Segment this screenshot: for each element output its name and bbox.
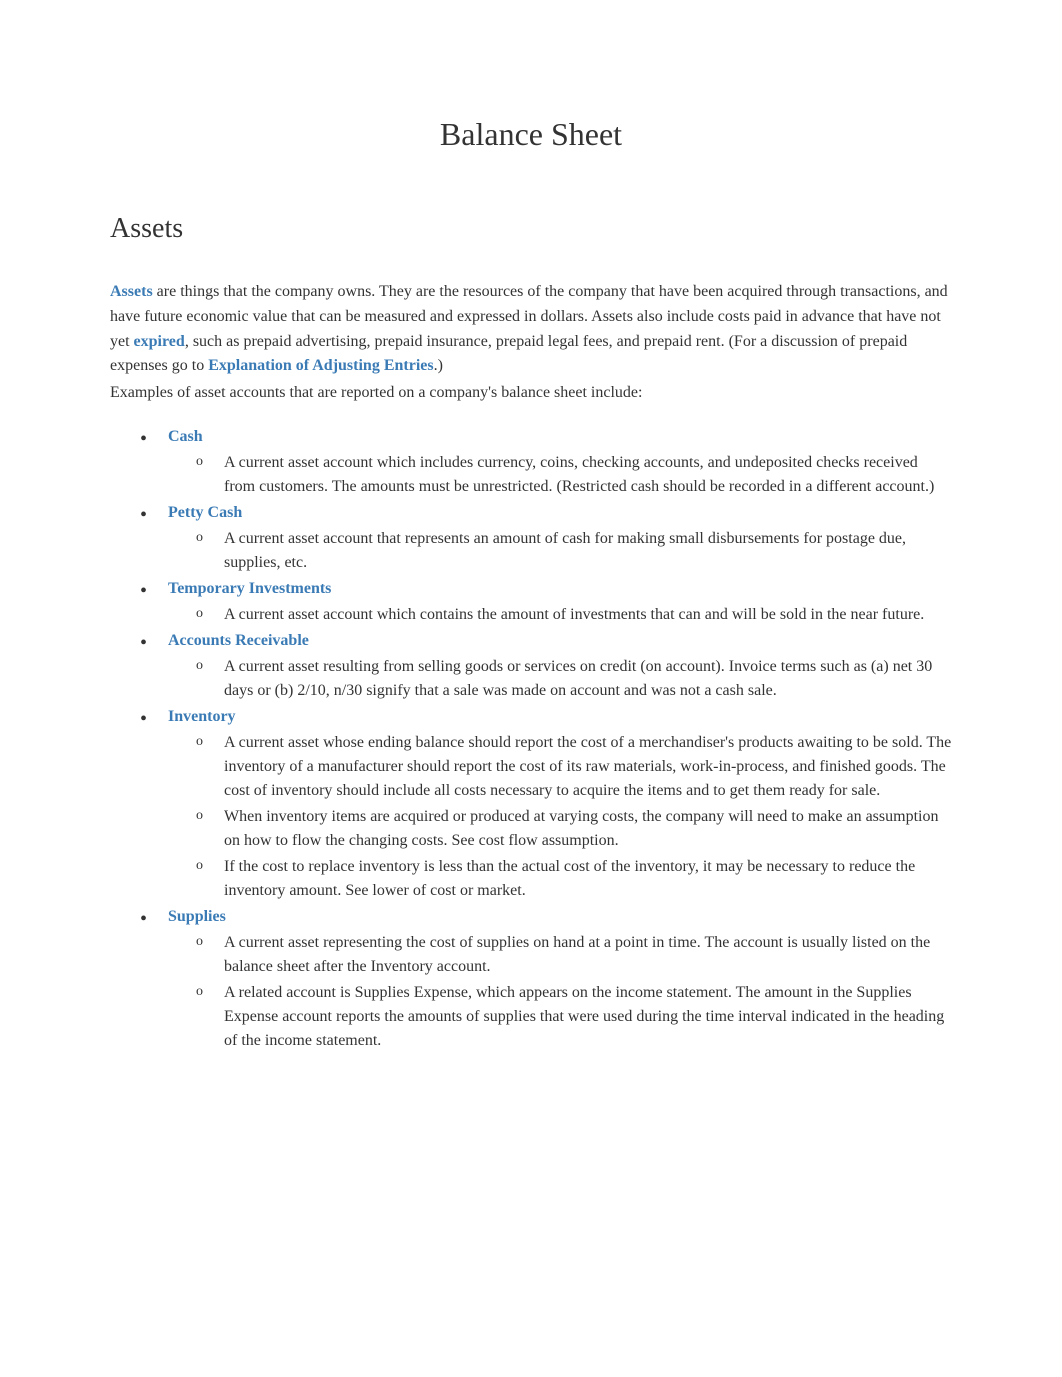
intro-paragraph: Assets are things that the company owns.… bbox=[110, 280, 952, 379]
list-item: Supplies A current asset representing th… bbox=[140, 905, 952, 1053]
sub-list: A current asset account that represents … bbox=[168, 527, 952, 575]
link-accounts-receivable[interactable]: Accounts Receivable bbox=[168, 629, 309, 653]
link-adjusting-entries[interactable]: Explanation of Adjusting Entries bbox=[208, 357, 433, 374]
description-item: A current asset whose ending balance sho… bbox=[196, 731, 952, 803]
link-assets[interactable]: Assets bbox=[110, 283, 153, 300]
link-temporary-investments[interactable]: Temporary Investments bbox=[168, 577, 331, 601]
link-petty-cash[interactable]: Petty Cash bbox=[168, 501, 242, 525]
list-item: Cash A current asset account which inclu… bbox=[140, 425, 952, 499]
sub-list: A current asset account which includes c… bbox=[168, 451, 952, 499]
link-expired[interactable]: expired bbox=[134, 333, 185, 350]
link-inventory[interactable]: Inventory bbox=[168, 705, 236, 729]
asset-list: Cash A current asset account which inclu… bbox=[110, 425, 952, 1053]
sub-list: A current asset whose ending balance sho… bbox=[168, 731, 952, 903]
description-item: A current asset representing the cost of… bbox=[196, 931, 952, 979]
link-supplies[interactable]: Supplies bbox=[168, 905, 226, 929]
examples-intro: Examples of asset accounts that are repo… bbox=[110, 381, 952, 405]
intro-text-3: .) bbox=[434, 357, 443, 374]
description-item: When inventory items are acquired or pro… bbox=[196, 805, 952, 853]
list-item: Accounts Receivable A current asset resu… bbox=[140, 629, 952, 703]
description-item: A current asset account which includes c… bbox=[196, 451, 952, 499]
section-heading-assets: Assets bbox=[110, 208, 952, 250]
description-item: If the cost to replace inventory is less… bbox=[196, 855, 952, 903]
link-cash[interactable]: Cash bbox=[168, 425, 203, 449]
page-title: Balance Sheet bbox=[110, 110, 952, 158]
description-item: A current asset account which contains t… bbox=[196, 603, 952, 627]
description-item: A current asset account that represents … bbox=[196, 527, 952, 575]
list-item: Inventory A current asset whose ending b… bbox=[140, 705, 952, 903]
list-item: Temporary Investments A current asset ac… bbox=[140, 577, 952, 627]
sub-list: A current asset representing the cost of… bbox=[168, 931, 952, 1053]
description-item: A related account is Supplies Expense, w… bbox=[196, 981, 952, 1053]
sub-list: A current asset resulting from selling g… bbox=[168, 655, 952, 703]
list-item: Petty Cash A current asset account that … bbox=[140, 501, 952, 575]
description-item: A current asset resulting from selling g… bbox=[196, 655, 952, 703]
sub-list: A current asset account which contains t… bbox=[168, 603, 952, 627]
